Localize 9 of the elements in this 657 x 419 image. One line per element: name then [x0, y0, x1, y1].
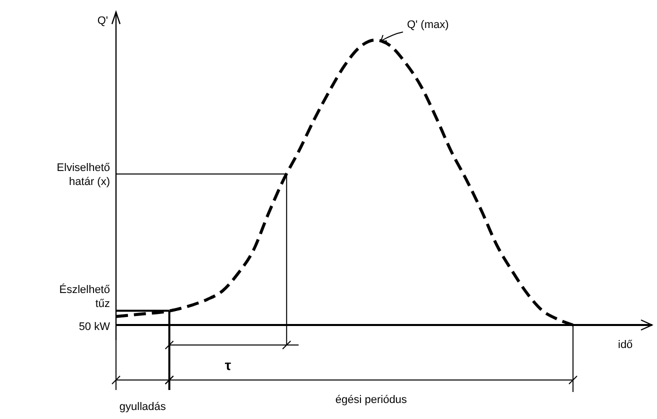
- ref-line-label: Észlelhető tűz: [59, 282, 110, 310]
- text: gyulladás: [119, 401, 166, 413]
- x-axis-title: idő: [618, 339, 633, 351]
- annotation: 50 kW: [78, 321, 111, 333]
- text: Q' (max): [406, 19, 449, 31]
- y-axis-title: Q': [97, 15, 108, 27]
- text: τ: [224, 357, 232, 373]
- ref-line-label: Elviselhető határ (x): [56, 162, 110, 188]
- text: égési periódus: [335, 394, 408, 406]
